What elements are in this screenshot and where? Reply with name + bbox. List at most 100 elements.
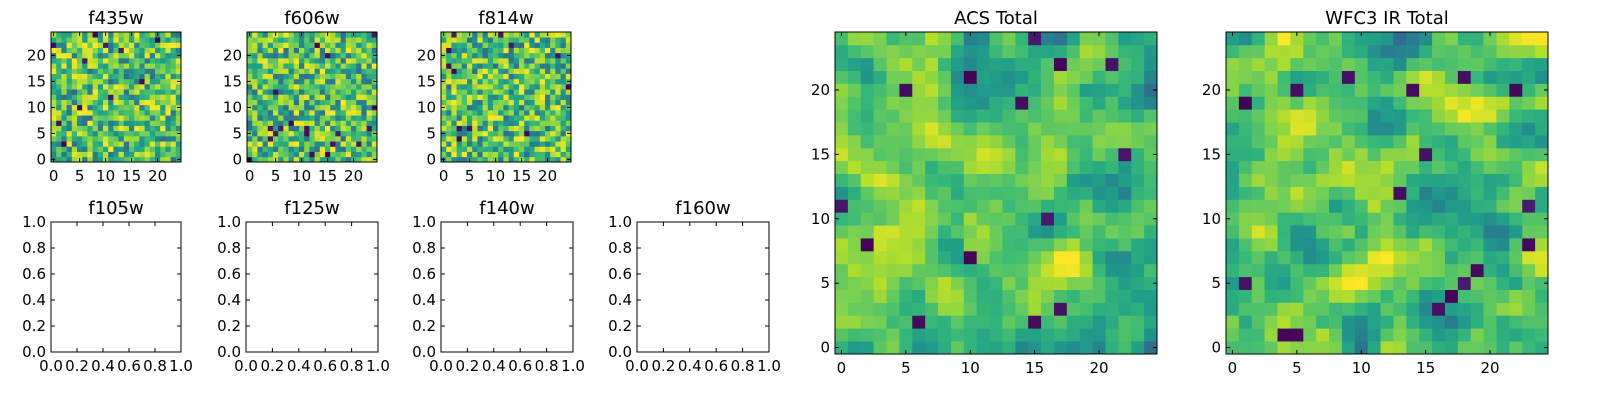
heatmap-cell	[1277, 302, 1291, 316]
heatmap-cell	[1354, 147, 1369, 162]
heatmap-cell	[1367, 147, 1381, 162]
heatmap-cell	[87, 151, 93, 158]
heatmap-cell	[950, 341, 965, 355]
heatmap-cell	[1066, 147, 1081, 162]
heatmap-cell	[1367, 250, 1381, 265]
x-tick-label: 15	[1416, 359, 1435, 377]
heatmap-cell	[330, 63, 336, 69]
heatmap-cell	[1483, 32, 1497, 46]
heatmap-cell	[61, 120, 67, 126]
heatmap-cell	[1419, 122, 1433, 136]
heatmap-cell	[1329, 57, 1343, 71]
heatmap-cell	[283, 104, 289, 111]
heatmap-cell	[247, 136, 253, 142]
heatmap-cell	[1226, 328, 1240, 342]
heatmap-cell	[87, 58, 93, 64]
heatmap-cell	[860, 32, 874, 46]
heatmap-cell	[1105, 212, 1119, 226]
y-tick-label: 0.2	[22, 317, 46, 335]
heatmap-cell	[487, 78, 494, 85]
heatmap-cell	[1238, 70, 1253, 84]
heatmap-cell	[1264, 276, 1278, 290]
heatmap-cell	[361, 146, 367, 152]
heatmap-cell	[925, 135, 939, 149]
y-tick-label: 0	[426, 150, 436, 168]
heatmap-cell	[340, 47, 347, 54]
heatmap-cell	[472, 94, 478, 100]
heatmap-cell	[938, 57, 952, 71]
heatmap-cell	[335, 47, 341, 54]
heatmap-cell	[1041, 341, 1055, 355]
heatmap-cell	[278, 37, 284, 43]
heatmap-cell	[835, 32, 849, 46]
heatmap-cell	[247, 110, 253, 116]
heatmap-cell	[477, 104, 483, 111]
heatmap-cell	[361, 125, 367, 132]
heatmap-cell	[51, 37, 57, 43]
heatmap-cell	[1535, 57, 1549, 71]
heatmap-cell	[330, 110, 336, 116]
heatmap-cell	[155, 104, 161, 111]
heatmap-cell	[319, 120, 326, 126]
heatmap-cell	[1354, 289, 1369, 303]
heatmap-cell	[1419, 302, 1433, 316]
heatmap-cell	[304, 156, 310, 163]
heatmap-cell	[134, 52, 140, 59]
heatmap-cell	[1316, 199, 1330, 213]
heatmap-cell	[508, 125, 515, 132]
heatmap-cell	[283, 73, 289, 80]
heatmap-cell	[1419, 83, 1433, 97]
heatmap-cell	[257, 89, 263, 95]
heatmap-cell	[1509, 147, 1523, 162]
heatmap-cell	[1341, 135, 1356, 149]
heatmap-cell	[1131, 315, 1145, 329]
heatmap-cell	[1522, 160, 1536, 175]
heatmap-cell	[976, 199, 990, 213]
heatmap-cell	[123, 110, 130, 116]
heatmap-cell	[1264, 109, 1278, 123]
heatmap-cell	[565, 42, 572, 48]
heatmap-cell	[1041, 250, 1055, 265]
heatmap-cell	[319, 78, 326, 85]
heatmap-cell	[66, 110, 73, 116]
heatmap-cell	[1015, 225, 1029, 239]
heatmap-cell	[555, 146, 561, 152]
heatmap-cell	[252, 42, 258, 48]
heatmap-cell	[1354, 32, 1369, 46]
heatmap-cell	[1251, 96, 1265, 110]
heatmap-cell	[482, 84, 489, 90]
heatmap-cell	[92, 89, 99, 95]
heatmap-cell	[1028, 250, 1042, 265]
heatmap-cell	[1002, 289, 1016, 303]
heatmap-cell	[524, 73, 530, 80]
heatmap-cell	[493, 130, 499, 137]
heatmap-cell	[1105, 122, 1119, 136]
heatmap-cell	[123, 68, 130, 74]
heatmap-cell	[467, 146, 473, 152]
heatmap-cell	[1079, 263, 1093, 278]
heatmap-cell	[441, 120, 447, 126]
heatmap-cell	[963, 160, 978, 175]
heatmap-cell	[493, 146, 499, 152]
heatmap-cell	[129, 37, 135, 43]
heatmap-cell	[472, 89, 478, 95]
heatmap-cell	[1380, 276, 1394, 290]
heatmap-cell	[873, 238, 887, 252]
heatmap-cell	[170, 110, 177, 116]
heatmap-cell	[113, 115, 119, 121]
heatmap-cell	[278, 68, 284, 74]
heatmap-cell	[288, 130, 295, 137]
heatmap-cell	[1509, 238, 1523, 252]
heatmap-cell	[319, 63, 326, 69]
heatmap-cell	[482, 136, 489, 142]
heatmap-cell	[446, 84, 452, 90]
heatmap-cell	[1380, 186, 1394, 200]
heatmap-cell	[108, 130, 114, 137]
heatmap-cell	[899, 328, 913, 342]
heatmap-cell	[1238, 83, 1253, 97]
heatmap-cell	[108, 110, 114, 116]
heatmap-cell	[1457, 212, 1472, 226]
heatmap-cell	[288, 47, 295, 54]
heatmap-cell	[139, 104, 145, 111]
